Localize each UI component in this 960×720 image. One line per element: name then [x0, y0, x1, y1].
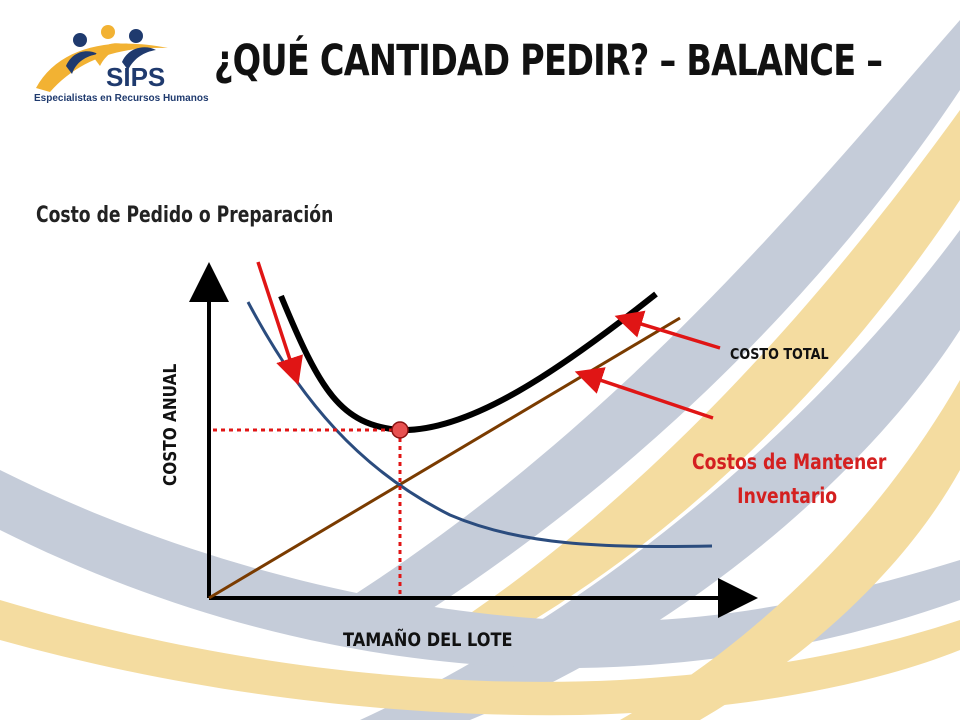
optimal-point-marker — [391, 421, 409, 439]
total-cost-label: COSTO TOTAL — [730, 345, 829, 363]
sips-logo: SIPS — [36, 25, 168, 92]
logo-wordmark: SIPS — [106, 62, 165, 92]
holding-cost-arrow — [574, 367, 714, 420]
holding-cost-label-line1: Costos de Mantener — [692, 450, 887, 474]
total-cost-arrow — [614, 310, 721, 350]
logo-tagline: Especialistas en Recursos Humanos — [34, 93, 209, 104]
slide-title: ¿QUÉ CANTIDAD PEDIR? – BALANCE – — [214, 36, 883, 86]
x-axis-label: TAMAÑO DEL LOTE — [343, 629, 513, 651]
holding-cost-label: Costos de Mantener Inventario — [692, 445, 887, 513]
ordering-cost-label: Costo de Pedido o Preparación — [36, 203, 334, 228]
holding-cost-line — [208, 316, 681, 600]
ordering-cost-arrow — [256, 261, 303, 386]
total-cost-curve — [278, 291, 658, 434]
holding-cost-label-line2: Inventario — [737, 484, 838, 508]
y-axis-label: COSTO ANUAL — [160, 363, 181, 486]
